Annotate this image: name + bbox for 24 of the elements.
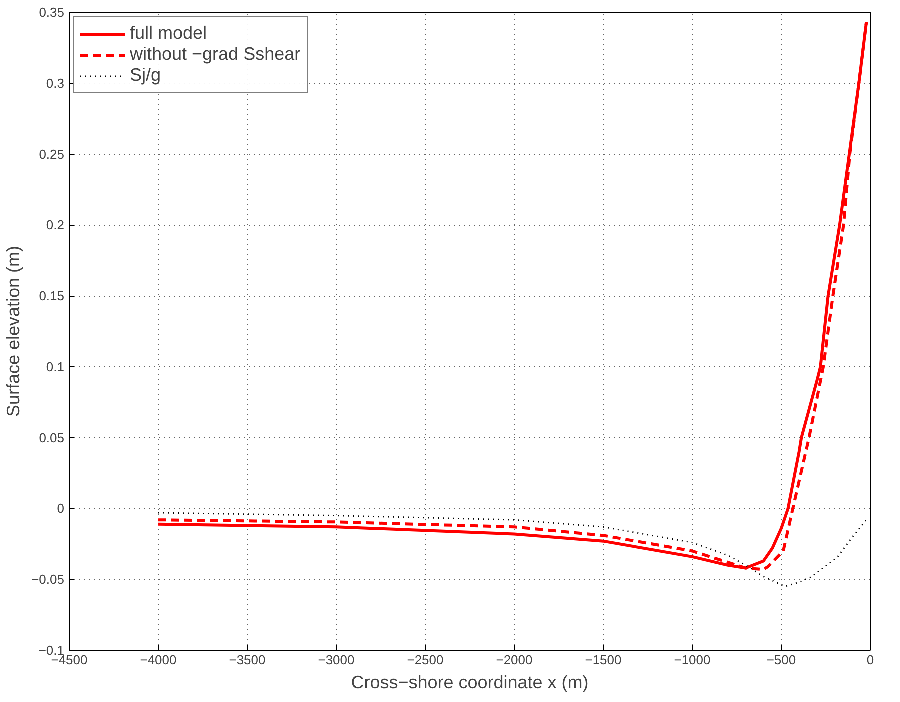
y-tick-label: 0 <box>57 501 65 516</box>
x-tick-label: −2000 <box>496 652 533 668</box>
y-tick-label: 0.15 <box>39 288 65 304</box>
x-tick-label: 0 <box>866 652 874 668</box>
legend-label: Sj/g <box>130 65 162 86</box>
legend-label: full model <box>130 23 208 44</box>
y-tick-label: 0.25 <box>39 146 65 162</box>
x-tick-label: −500 <box>766 652 796 668</box>
x-tick-label: −1500 <box>585 652 622 668</box>
y-tick-label: −0.05 <box>32 572 65 588</box>
y-tick-label: 0.1 <box>46 359 65 374</box>
y-axis-title: Surface elevation (m) <box>4 246 24 418</box>
x-tick-label: −3500 <box>229 652 266 668</box>
legend-label: without −grad Sshear <box>130 44 301 65</box>
x-axis-title: Cross−shore coordinate x (m) <box>351 672 589 692</box>
x-tick-label: −1000 <box>674 652 711 668</box>
line-series <box>158 512 868 588</box>
x-tick-label: −3000 <box>318 652 355 668</box>
x-tick-label: −2500 <box>407 652 444 668</box>
x-tick-label: −4000 <box>140 652 177 668</box>
y-tick-label: 0.3 <box>46 76 65 91</box>
y-tick-label: 0.35 <box>39 5 65 20</box>
y-tick-label: 0.2 <box>46 218 65 233</box>
y-tick-label: 0.05 <box>39 430 65 446</box>
